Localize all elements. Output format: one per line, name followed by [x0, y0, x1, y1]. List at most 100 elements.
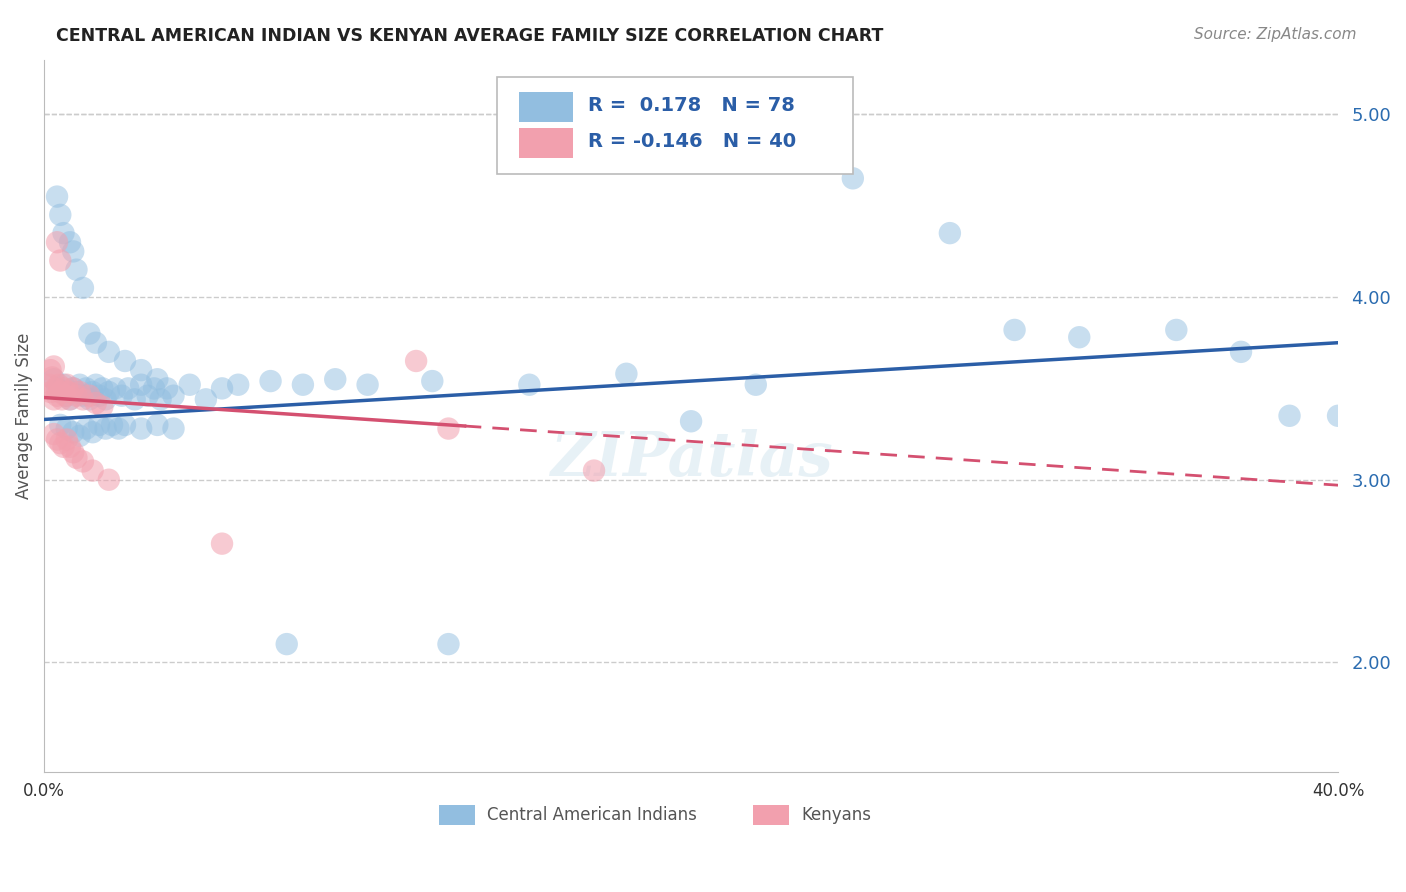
Point: [46, 189, 69, 203]
Point: [42, 359, 65, 374]
Point: [101, 417, 124, 432]
Point: [616, 367, 638, 381]
Point: [69, 377, 91, 392]
Point: [136, 389, 159, 403]
Point: [842, 171, 865, 186]
Point: [420, 374, 443, 388]
Text: ZIPatlas: ZIPatlas: [550, 428, 832, 489]
Text: R =  0.178   N = 78: R = 0.178 N = 78: [588, 96, 794, 115]
Point: [356, 377, 378, 392]
Point: [52, 440, 75, 454]
Point: [84, 335, 107, 350]
Point: [939, 226, 962, 240]
Point: [46, 235, 69, 250]
FancyBboxPatch shape: [519, 128, 574, 158]
Point: [437, 637, 460, 651]
Point: [87, 389, 110, 403]
Point: [39, 363, 62, 377]
Point: [104, 381, 127, 395]
Point: [65, 450, 87, 465]
Point: [49, 208, 72, 222]
Text: R = -0.146   N = 40: R = -0.146 N = 40: [588, 132, 796, 151]
Point: [97, 344, 120, 359]
Point: [42, 392, 65, 407]
Point: [162, 389, 184, 403]
Point: [58, 385, 80, 400]
Point: [179, 377, 201, 392]
Point: [62, 445, 84, 459]
Point: [55, 433, 77, 447]
Point: [49, 385, 72, 400]
Point: [79, 389, 101, 403]
Point: [79, 392, 101, 407]
Point: [211, 381, 233, 395]
Point: [46, 389, 69, 403]
Point: [583, 464, 606, 478]
Point: [44, 381, 66, 395]
FancyBboxPatch shape: [496, 78, 853, 174]
Point: [82, 385, 104, 400]
Point: [49, 417, 72, 432]
Point: [52, 377, 75, 392]
Point: [72, 281, 94, 295]
Point: [94, 392, 117, 407]
Point: [681, 414, 703, 428]
Point: [62, 381, 84, 395]
Point: [53, 389, 76, 403]
Point: [1327, 409, 1350, 423]
Point: [162, 421, 184, 435]
Point: [117, 381, 139, 395]
Point: [405, 354, 427, 368]
Point: [46, 381, 69, 395]
Point: [84, 396, 107, 410]
Point: [84, 377, 107, 392]
Point: [129, 363, 152, 377]
Point: [59, 440, 82, 454]
Point: [323, 372, 346, 386]
Point: [65, 262, 87, 277]
Point: [143, 381, 166, 395]
Point: [59, 392, 82, 407]
Point: [437, 421, 460, 435]
Point: [39, 385, 62, 400]
Point: [65, 385, 87, 400]
Point: [129, 377, 152, 392]
Text: CENTRAL AMERICAN INDIAN VS KENYAN AVERAGE FAMILY SIZE CORRELATION CHART: CENTRAL AMERICAN INDIAN VS KENYAN AVERAG…: [56, 27, 883, 45]
Point: [48, 377, 70, 392]
Point: [49, 385, 72, 400]
Point: [211, 536, 233, 550]
Point: [1230, 344, 1253, 359]
Point: [49, 253, 72, 268]
Point: [59, 235, 82, 250]
Point: [55, 421, 77, 435]
Point: [75, 421, 97, 435]
FancyBboxPatch shape: [439, 805, 475, 825]
Point: [226, 377, 249, 392]
FancyBboxPatch shape: [754, 805, 789, 825]
Point: [42, 372, 65, 386]
Point: [52, 226, 75, 240]
Point: [129, 421, 152, 435]
FancyBboxPatch shape: [519, 93, 574, 122]
Point: [107, 421, 129, 435]
Point: [49, 436, 72, 450]
Point: [194, 392, 217, 407]
Point: [91, 381, 114, 395]
Point: [291, 377, 314, 392]
Point: [55, 389, 77, 403]
Point: [146, 417, 169, 432]
Point: [82, 464, 104, 478]
Point: [1278, 409, 1301, 423]
Point: [146, 372, 169, 386]
Point: [124, 392, 146, 407]
Point: [114, 354, 136, 368]
Y-axis label: Average Family Size: Average Family Size: [15, 333, 32, 499]
Point: [259, 374, 281, 388]
Point: [42, 427, 65, 442]
Point: [72, 392, 94, 407]
Point: [276, 637, 298, 651]
Point: [46, 433, 69, 447]
Point: [82, 425, 104, 440]
Point: [75, 381, 97, 395]
Point: [87, 417, 110, 432]
